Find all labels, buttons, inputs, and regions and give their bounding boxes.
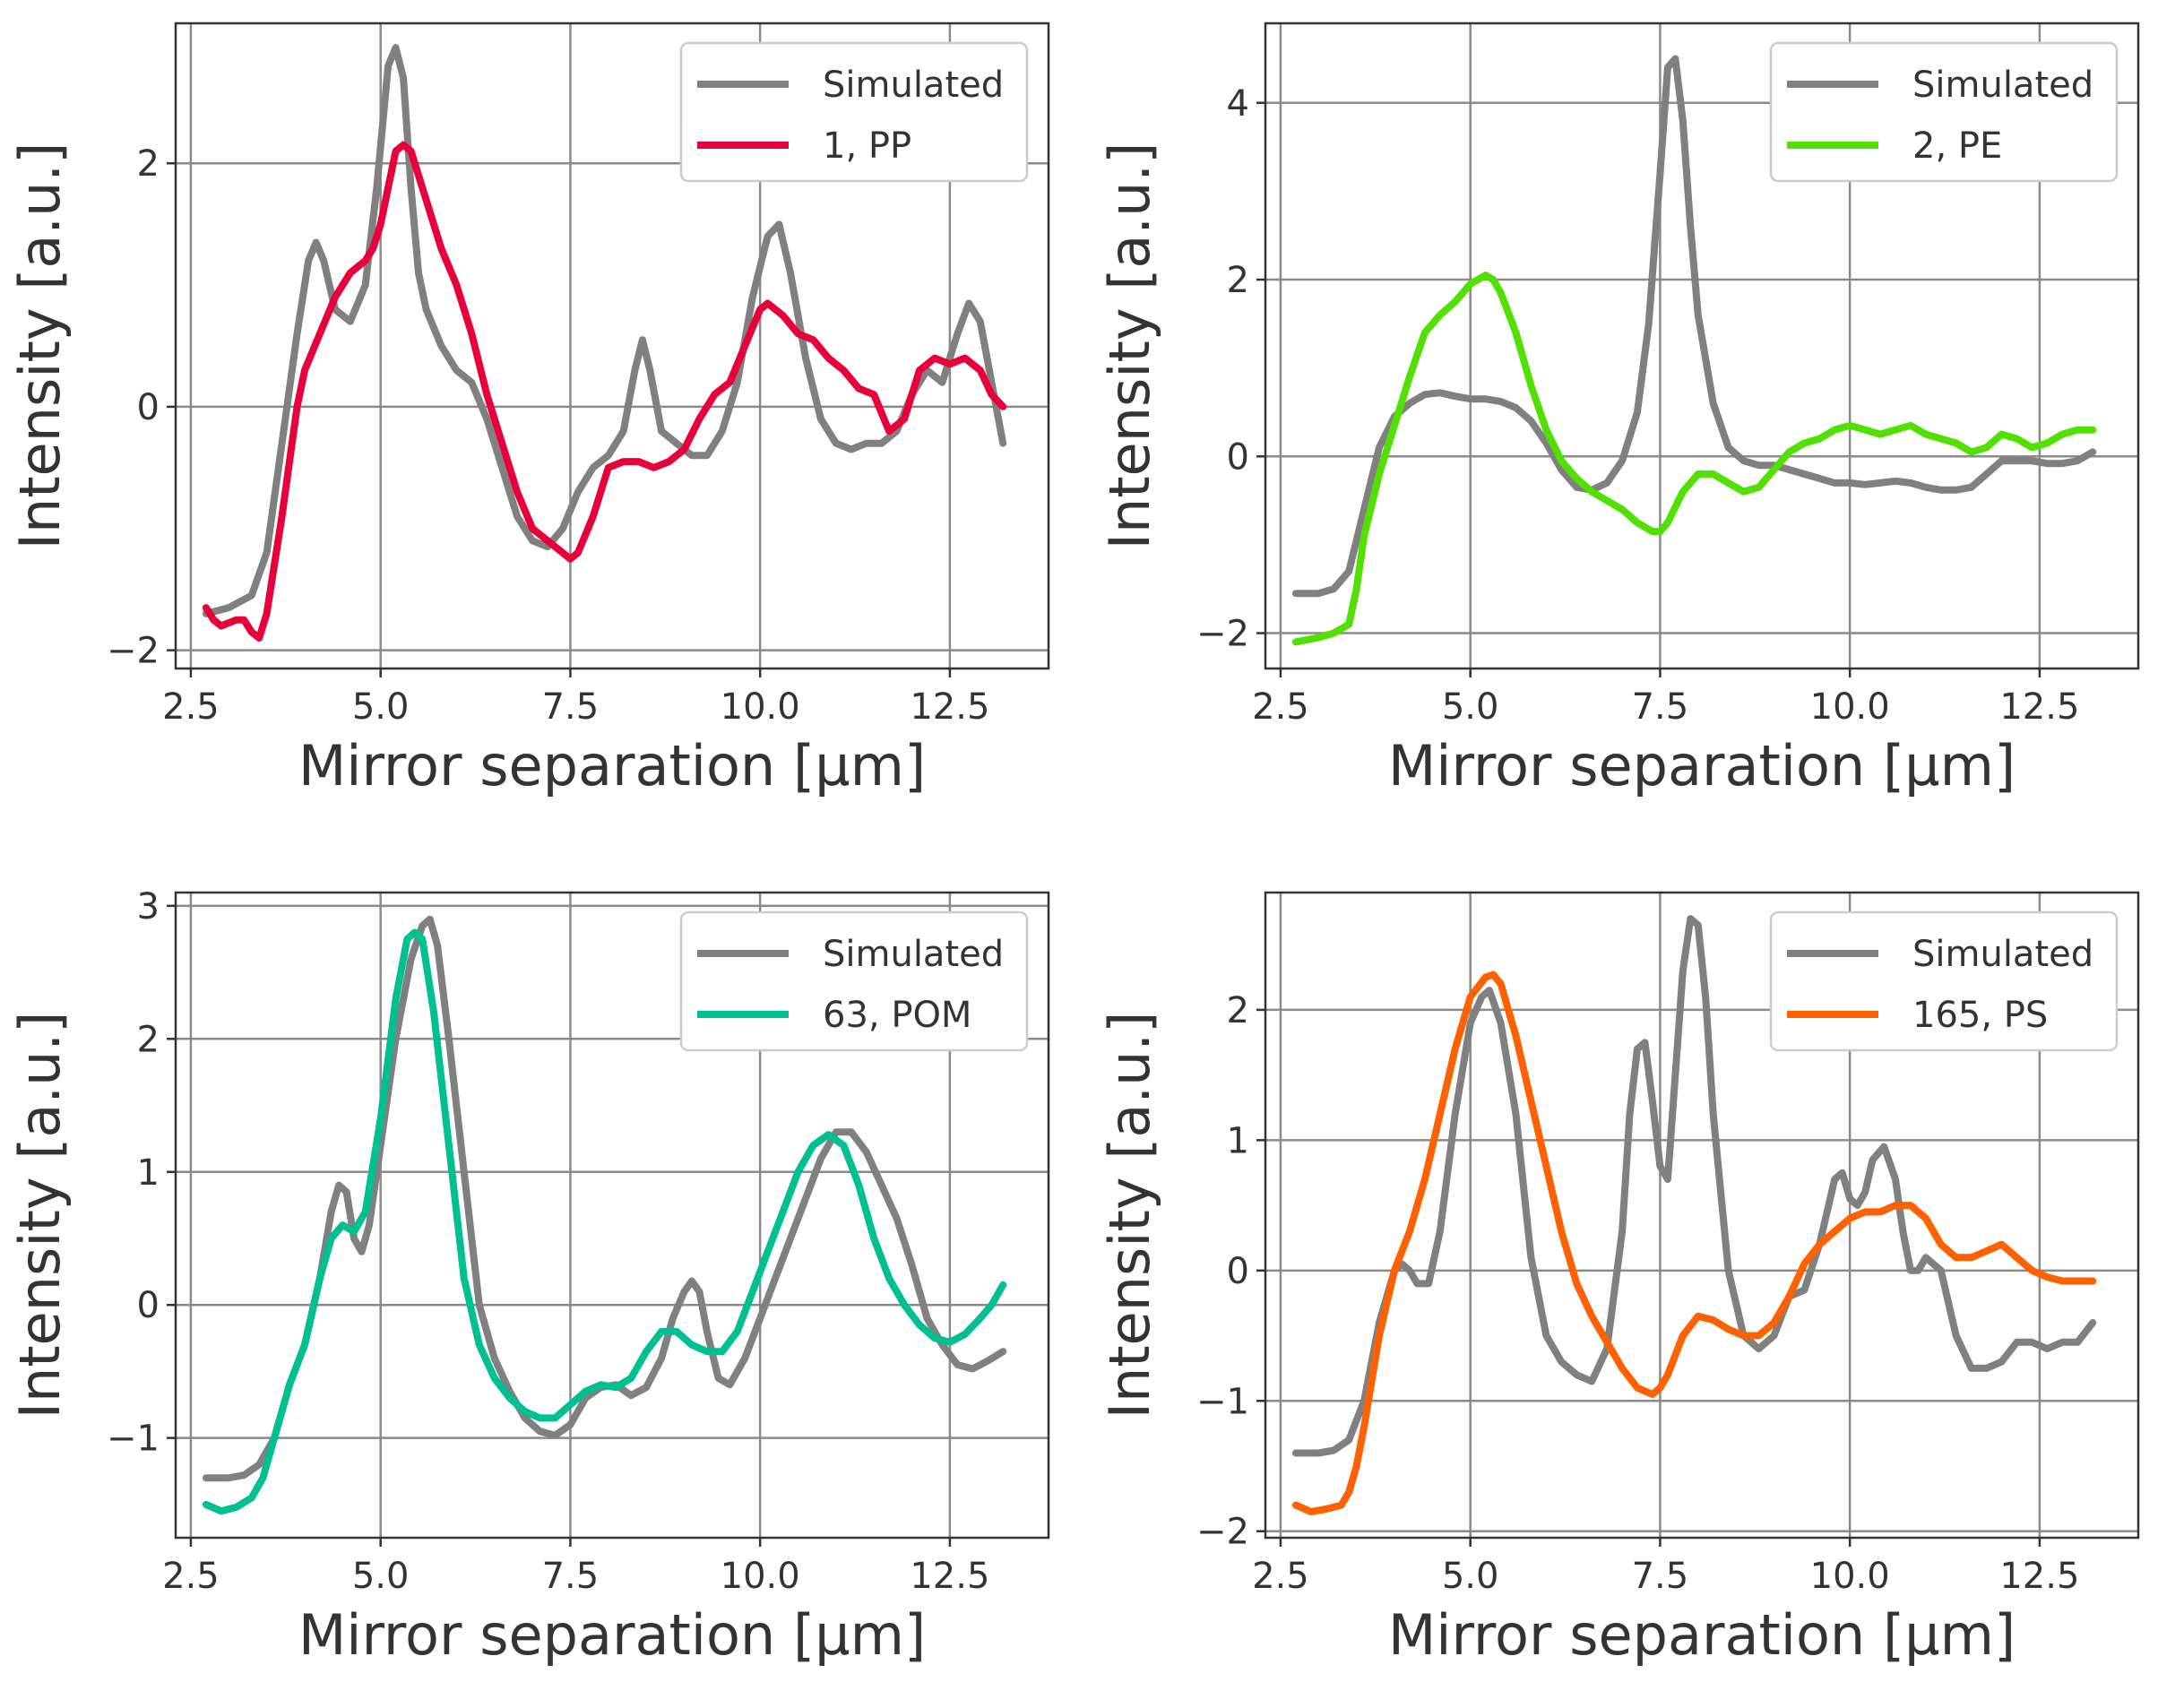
y-axis-label: Intensity [a.u.] — [1097, 1012, 1162, 1419]
x-tick-label: 5.0 — [1442, 1556, 1499, 1597]
legend-entry: 63, POM — [823, 995, 971, 1036]
x-tick-label: 12.5 — [910, 1556, 989, 1597]
y-tick-label: −2 — [1196, 614, 1249, 655]
y-tick-label: 4 — [1227, 83, 1249, 125]
legend: Simulated 165, PS — [1769, 910, 2119, 1052]
series-line-measured — [202, 141, 1007, 642]
x-tick-label: 2.5 — [1252, 1556, 1309, 1597]
y-tick-label: 0 — [137, 1285, 160, 1326]
x-tick-label: 2.5 — [1252, 686, 1309, 728]
y-tick-label: 0 — [137, 387, 160, 428]
y-tick-label: 3 — [137, 886, 160, 927]
y-tick-label: −1 — [107, 1419, 160, 1460]
x-tick-label: 5.0 — [1442, 686, 1499, 728]
legend-entry: Simulated — [1912, 934, 2093, 975]
legend: Simulated 2, PE — [1769, 41, 2119, 183]
y-tick-label: 0 — [1227, 1251, 1249, 1292]
x-axis-label: Mirror separation [µm] — [1388, 733, 2016, 798]
legend-entry: Simulated — [823, 934, 1004, 975]
x-tick-label: 7.5 — [542, 686, 600, 728]
series-line-simulated — [1291, 55, 2097, 598]
y-tick-label: 0 — [1227, 436, 1249, 478]
series-line-simulated — [202, 44, 1007, 617]
x-tick-label: 2.5 — [162, 686, 220, 728]
y-tick-label: −2 — [107, 631, 160, 672]
series-line-measured — [1291, 970, 2097, 1515]
x-tick-label: 7.5 — [542, 1556, 600, 1597]
y-tick-label: 1 — [1227, 1120, 1249, 1161]
chart-panel-1: 2.5 5.0 7.5 10.0 12.5 −2 0 2 Mirror separation [… — [7, 22, 1050, 798]
y-tick-label: 2 — [137, 143, 160, 185]
y-tick-label: 2 — [137, 1019, 160, 1060]
series-line-simulated — [202, 915, 1007, 1482]
x-tick-label: 5.0 — [352, 686, 410, 728]
chart-panel-4: 2.5 5.0 7.5 10.0 12.5 −2 −1 0 1 2 Mirror separatio… — [1097, 891, 2140, 1668]
legend: Simulated 1, PP — [679, 41, 1029, 183]
x-tick-label: 12.5 — [1999, 686, 2079, 728]
x-tick-label: 5.0 — [352, 1556, 410, 1597]
y-tick-label: 2 — [1227, 260, 1249, 301]
x-tick-label: 10.0 — [1810, 686, 1890, 728]
x-axis-label: Mirror separation [µm] — [298, 1602, 926, 1668]
legend: Simulated 63, POM — [679, 910, 1029, 1052]
x-axis-label: Mirror separation [µm] — [1388, 1602, 2016, 1668]
legend-entry: 165, PS — [1912, 995, 2048, 1036]
series-line-measured — [1291, 272, 2097, 646]
plot-frame — [174, 22, 1050, 670]
plot-frame — [1264, 891, 2140, 1540]
x-tick-label: 2.5 — [162, 1556, 220, 1597]
plot-frame — [1264, 22, 2140, 670]
x-tick-label: 12.5 — [910, 686, 989, 728]
y-axis-label: Intensity [a.u.] — [7, 1012, 73, 1419]
x-tick-label: 10.0 — [1810, 1556, 1890, 1597]
legend-entry: Simulated — [1912, 65, 2093, 106]
y-axis-label: Intensity [a.u.] — [1097, 142, 1162, 550]
legend-entry: 2, PE — [1912, 125, 2002, 167]
x-tick-label: 12.5 — [1999, 1556, 2079, 1597]
plot-frame — [174, 891, 1050, 1540]
x-tick-label: 7.5 — [1632, 1556, 1689, 1597]
chart-panel-3: 2.5 5.0 7.5 10.0 12.5 −1 0 1 2 3 Mirror separation… — [7, 886, 1050, 1668]
x-tick-label: 7.5 — [1632, 686, 1689, 728]
x-axis-label: Mirror separation [µm] — [298, 733, 926, 798]
chart-panel-2: 2.5 5.0 7.5 10.0 12.5 −2 0 2 4 Mirror separation … — [1097, 22, 2140, 798]
series-line-measured — [202, 928, 1007, 1515]
series-line-simulated — [1291, 915, 2097, 1457]
y-tick-label: 2 — [1227, 990, 1249, 1031]
x-tick-label: 10.0 — [721, 686, 800, 728]
legend-entry: Simulated — [823, 65, 1004, 106]
legend-entry: 1, PP — [823, 125, 911, 167]
y-tick-label: 1 — [137, 1152, 160, 1194]
x-tick-label: 10.0 — [721, 1556, 800, 1597]
y-tick-label: −2 — [1196, 1512, 1249, 1553]
y-tick-label: −1 — [1196, 1381, 1249, 1422]
y-axis-label: Intensity [a.u.] — [7, 142, 73, 550]
